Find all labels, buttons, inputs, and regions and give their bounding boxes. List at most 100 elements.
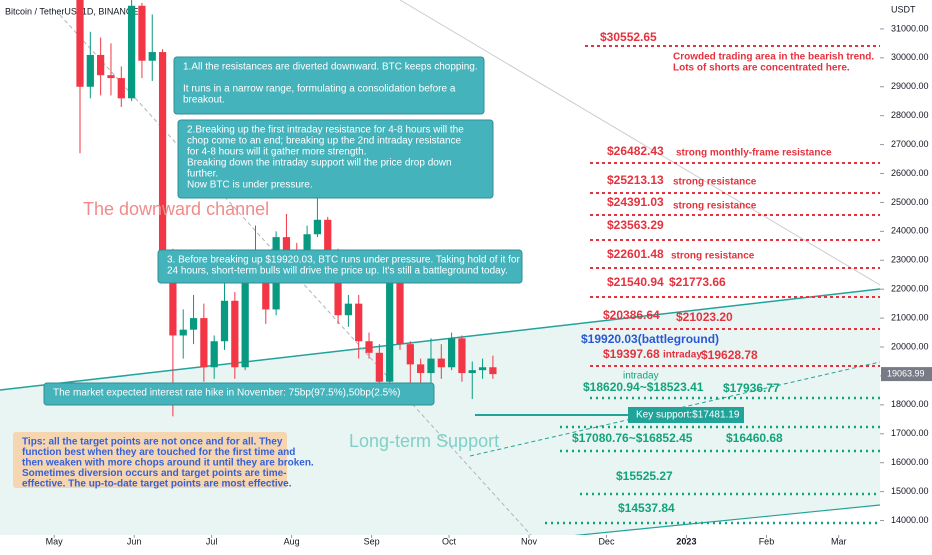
note-text: breakout. bbox=[183, 95, 225, 106]
y-tick-label: 14000.00 bbox=[891, 515, 929, 525]
candle-body bbox=[386, 280, 394, 382]
candle-body bbox=[138, 5, 146, 61]
level-label: strong resistance bbox=[673, 177, 757, 188]
symbol: Bitcoin / TetherUS, 1D, BINANCE bbox=[5, 6, 138, 16]
level-label: $30552.65 bbox=[600, 30, 657, 44]
channel-label: Long-term Support bbox=[349, 431, 499, 451]
y-tick-label: 22000.00 bbox=[891, 284, 929, 294]
x-tick-label: May bbox=[46, 536, 64, 546]
note-text: Tips: all the target points are not once… bbox=[22, 437, 283, 448]
resistance-lines bbox=[585, 45, 880, 367]
candle-body bbox=[128, 5, 136, 99]
y-tick-label: 20000.00 bbox=[891, 341, 929, 351]
y-tick-label: 23000.00 bbox=[891, 255, 929, 265]
level-label: Crowded trading area in the bearish tren… bbox=[673, 52, 874, 63]
note-text: function best when they are touched for … bbox=[22, 447, 295, 458]
note-text: for 4-8 hours will it gather more streng… bbox=[187, 147, 367, 158]
candle-body bbox=[417, 364, 425, 374]
candle-body bbox=[158, 52, 167, 252]
note-text: effective. The up-to-date target points … bbox=[22, 479, 292, 490]
level-label: $20386.64 bbox=[603, 308, 660, 322]
level-label: $21540.94 bbox=[607, 275, 664, 289]
x-tick-label: Feb bbox=[759, 536, 775, 546]
level-label: strong resistance bbox=[671, 251, 755, 262]
candle-body bbox=[179, 329, 187, 336]
candle-body bbox=[76, 0, 84, 87]
currency: USDT bbox=[891, 4, 916, 14]
price-axis bbox=[880, 0, 932, 550]
level-label: $19920.03(battleground) bbox=[581, 332, 719, 346]
level-label: strong resistance bbox=[673, 201, 757, 212]
note-text: then weaken with more chops around it un… bbox=[22, 458, 314, 469]
candle-body bbox=[489, 367, 497, 375]
candle-body bbox=[148, 52, 156, 61]
y-tick-label: 18000.00 bbox=[891, 399, 929, 409]
candle-body bbox=[468, 370, 476, 374]
candle-body bbox=[282, 237, 291, 252]
level-label: strong monthly-frame resistance bbox=[676, 148, 832, 159]
note-text: further. bbox=[187, 169, 218, 180]
candle-body bbox=[375, 352, 383, 382]
level-label: Lots of shorts are concentrated here. bbox=[673, 63, 850, 74]
candle-body bbox=[458, 338, 466, 374]
x-tick-label: 2023 bbox=[676, 536, 696, 546]
last-price-box bbox=[881, 367, 932, 382]
note-box bbox=[43, 382, 435, 406]
y-tick-label: 21000.00 bbox=[891, 312, 929, 322]
candle-body bbox=[437, 358, 445, 368]
candle-body bbox=[313, 219, 322, 235]
note-text: 1.All the resistances are diverted downw… bbox=[183, 62, 478, 73]
candle-body bbox=[262, 271, 270, 310]
candle-body bbox=[189, 318, 198, 330]
y-tick-label: 27000.00 bbox=[891, 139, 929, 149]
note-text: Breaking down the intraday support will … bbox=[187, 158, 452, 169]
note-text: chop come to an end; breaking up the 2nd… bbox=[187, 136, 462, 147]
candle-body bbox=[478, 367, 487, 371]
y-tick-label: 26000.00 bbox=[891, 168, 929, 178]
level-label: $26482.43 bbox=[607, 144, 664, 158]
x-tick-label: Aug bbox=[284, 536, 300, 546]
level-label: Key support:$17481.19 bbox=[636, 410, 740, 421]
channel-line bbox=[399, 0, 880, 286]
level-label: $17080.76~$16852.45 bbox=[572, 431, 693, 445]
x-tick-label: Dec bbox=[598, 536, 615, 546]
level-label: $15525.27 bbox=[616, 469, 673, 483]
candle-body bbox=[210, 341, 218, 368]
last-price-label: 19063.99 bbox=[887, 368, 925, 378]
note-box bbox=[177, 119, 494, 199]
candle-body bbox=[117, 78, 125, 99]
candle-body bbox=[427, 358, 435, 374]
note-text: Now BTC is under pressure. bbox=[187, 180, 313, 191]
candle-body bbox=[355, 303, 363, 342]
note-text: 3. Before breaking up $19920.03, BTC run… bbox=[167, 255, 520, 266]
candle-body bbox=[220, 300, 229, 342]
candle-body bbox=[107, 75, 115, 79]
note-box bbox=[13, 432, 287, 488]
support-line bbox=[573, 504, 880, 535]
channel-label: The downward channel bbox=[83, 199, 269, 219]
level-label: $22601.48 bbox=[607, 247, 664, 261]
y-tick-label: 15000.00 bbox=[891, 486, 929, 496]
level-label: intraday bbox=[663, 350, 702, 361]
note-box bbox=[157, 249, 523, 284]
level-label: $21023.20 bbox=[676, 310, 733, 324]
candle-body bbox=[303, 234, 311, 264]
y-tick-label: 25000.00 bbox=[891, 197, 929, 207]
candle-body bbox=[324, 219, 332, 252]
level-label: $19397.68 bbox=[603, 347, 660, 361]
y-tick-label: 16000.00 bbox=[891, 457, 929, 467]
candle-body bbox=[231, 300, 239, 368]
note-text: It runs in a narrow range, formulating a… bbox=[183, 84, 456, 95]
candle-body bbox=[344, 303, 352, 316]
note-box bbox=[173, 56, 485, 115]
y-tick-label: 17000.00 bbox=[891, 428, 929, 438]
x-tick-label: Nov bbox=[521, 536, 538, 546]
note-text: 24 hours, short-term bulls will drive th… bbox=[167, 266, 508, 277]
note-text: Sometimes diversion occurs and target po… bbox=[22, 468, 287, 479]
candle-body bbox=[365, 341, 373, 353]
candle-body bbox=[241, 274, 249, 368]
level-label: $23563.29 bbox=[607, 218, 664, 232]
x-tick-label: Sep bbox=[364, 536, 380, 546]
